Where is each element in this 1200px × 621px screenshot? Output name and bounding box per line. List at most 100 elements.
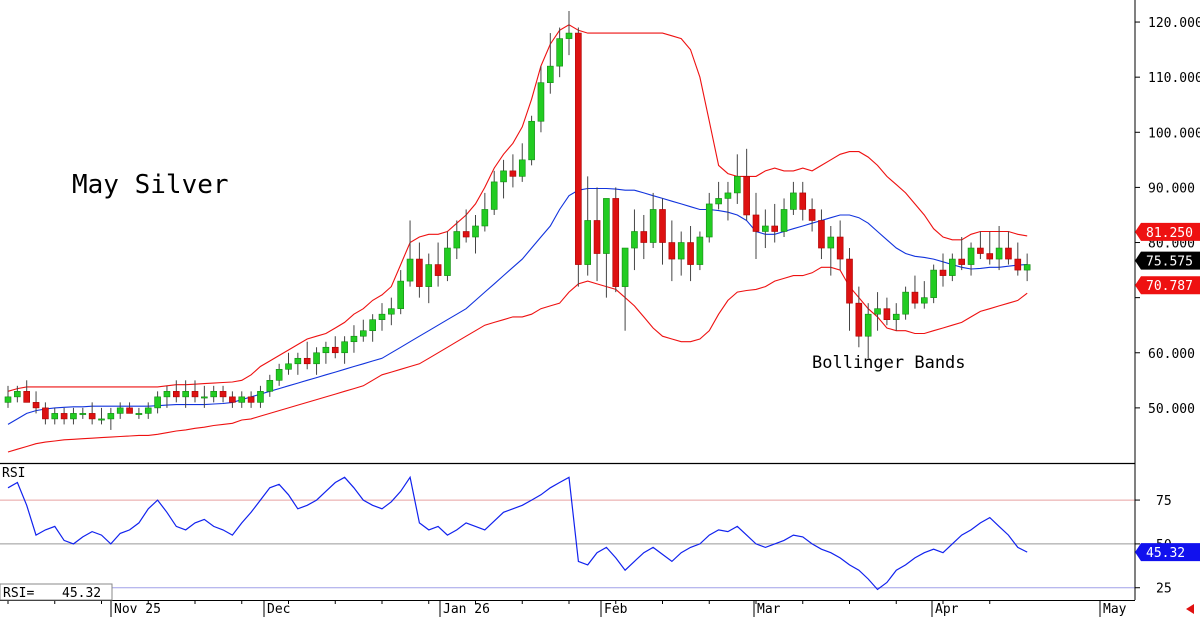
candle [79, 407, 87, 419]
candle-body [855, 302, 863, 337]
candle-body [51, 413, 59, 420]
candle-body [4, 396, 12, 403]
candle [631, 209, 638, 271]
time-axis-label: Apr [935, 602, 959, 617]
candle [173, 380, 180, 403]
candle [790, 181, 797, 215]
candle-body [1005, 247, 1012, 260]
candle [406, 220, 414, 287]
value-boxes: 81.250 75.575 70.787 45.32 [1135, 222, 1200, 562]
candle [949, 253, 956, 282]
candle [4, 385, 12, 408]
candle-body [294, 357, 302, 365]
candle [481, 192, 489, 232]
candle-body [378, 313, 386, 320]
rsi-panel [0, 475, 1135, 591]
chart-title: May Silver [72, 170, 229, 200]
candle [799, 181, 807, 221]
candle-body [266, 380, 274, 392]
candle-body [406, 258, 414, 282]
time-axis-label: Mar [757, 602, 781, 617]
candle [42, 402, 49, 425]
candle-body [88, 413, 96, 420]
candle [902, 286, 909, 320]
candle-body [247, 396, 255, 403]
candle-body [537, 82, 545, 122]
candle-body [70, 413, 77, 420]
candle [1005, 231, 1012, 265]
candle-body [705, 203, 713, 238]
candle [126, 402, 133, 414]
candle-body [60, 413, 68, 420]
candle [397, 270, 405, 315]
candle-body [668, 242, 676, 260]
candle-body [397, 280, 405, 309]
candle [677, 231, 685, 276]
candle [855, 286, 863, 348]
candle [163, 385, 171, 408]
candle [864, 303, 872, 359]
candle-body [444, 247, 451, 276]
candle [930, 264, 937, 304]
candle-body [677, 242, 685, 260]
candle [444, 231, 451, 282]
candle [911, 275, 919, 309]
candle-body [182, 391, 189, 398]
candle [584, 176, 592, 276]
candle-body [144, 407, 152, 414]
candle [51, 407, 59, 425]
candle-body [612, 198, 620, 287]
time-axis-label: Jan 26 [443, 602, 490, 617]
candle [219, 385, 227, 403]
candle-body [687, 242, 694, 265]
candle-body [743, 176, 750, 216]
scroll-arrow-icon[interactable] [1186, 604, 1194, 614]
candle [453, 220, 461, 260]
candle-body [173, 391, 180, 398]
last-price-value-box-shape [1135, 251, 1200, 270]
candle [135, 407, 143, 419]
candle [60, 407, 68, 425]
bollinger-annotation: Bollinger Bands [812, 353, 966, 373]
candle-body [135, 413, 143, 415]
candle [425, 253, 433, 304]
last-price-value-box: 75.575 [1135, 251, 1200, 270]
candle [294, 352, 302, 375]
candle [98, 407, 105, 425]
candle [818, 209, 825, 260]
candle [341, 336, 348, 364]
candle-body [462, 231, 470, 238]
rsi-value-box-text: 45.32 [1146, 546, 1185, 561]
candle-body [911, 291, 919, 304]
candle-body [126, 407, 133, 414]
candle [88, 402, 96, 425]
candle-body [359, 330, 367, 337]
candle-body [874, 308, 881, 315]
candle [920, 281, 928, 309]
candle [762, 209, 769, 249]
candle [116, 402, 124, 419]
candle [967, 242, 975, 276]
time-axis-label: Nov 25 [114, 602, 161, 617]
candle [210, 385, 217, 403]
candle [958, 237, 966, 271]
price-tick-label: 120.000 [1148, 16, 1200, 31]
rsi-tick-label: 75 [1156, 494, 1172, 509]
candle-body [771, 225, 779, 232]
candle [687, 225, 694, 282]
candle [472, 214, 479, 254]
candle [23, 380, 31, 403]
candle-body [285, 363, 292, 370]
candle [388, 297, 395, 326]
rsi-panel-label: RSI [2, 466, 25, 481]
candle [995, 225, 1003, 271]
candle [705, 192, 713, 243]
candle-body [490, 181, 498, 210]
candle [603, 198, 610, 298]
candle [462, 209, 470, 243]
rsi-readout: RSI= 45.32 [0, 583, 113, 601]
candle [939, 253, 947, 287]
candle-body [883, 308, 891, 320]
candle [986, 231, 994, 265]
